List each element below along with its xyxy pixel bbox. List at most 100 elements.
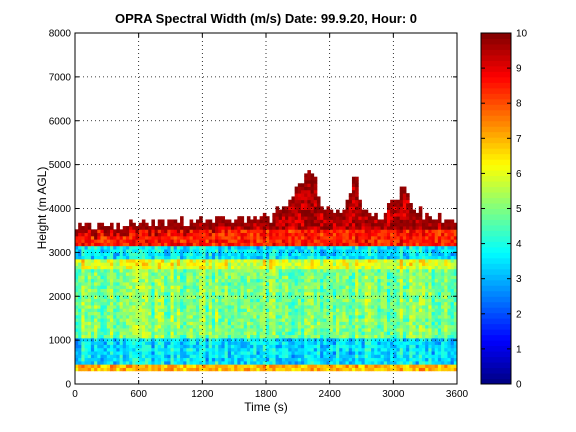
heatmap-cell xyxy=(122,275,127,280)
heatmap-cell xyxy=(129,337,133,342)
heatmap-cell xyxy=(237,281,241,286)
heatmap-cell xyxy=(345,281,350,286)
heatmap-cell xyxy=(259,262,264,266)
heatmap-cell xyxy=(129,314,133,319)
heatmap-cell xyxy=(402,291,407,296)
heatmap-cell xyxy=(151,252,155,257)
heatmap-cell xyxy=(326,232,331,237)
heatmap-cell xyxy=(390,212,394,217)
heatmap-cell xyxy=(329,255,334,260)
heatmap-cell xyxy=(250,318,254,322)
heatmap-cell xyxy=(141,321,146,326)
heatmap-cell xyxy=(221,258,226,263)
heatmap-cell xyxy=(342,272,346,276)
heatmap-cell xyxy=(396,252,401,257)
heatmap-cell xyxy=(141,281,146,286)
heatmap-cell xyxy=(110,360,114,365)
heatmap-cell xyxy=(355,321,359,326)
heatmap-cell xyxy=(291,364,296,368)
heatmap-cell xyxy=(383,321,388,326)
heatmap-cell xyxy=(332,272,337,276)
heatmap-cell xyxy=(113,262,117,266)
heatmap-cell xyxy=(180,337,184,342)
heatmap-cell xyxy=(90,328,95,332)
heatmap-cell xyxy=(116,298,120,303)
heatmap-cell xyxy=(215,252,219,257)
heatmap-cell xyxy=(141,232,146,237)
heatmap-cell xyxy=(399,367,404,372)
heatmap-cell xyxy=(383,305,388,309)
heatmap-cell xyxy=(78,252,82,257)
heatmap-cell xyxy=(291,308,296,313)
heatmap-cell xyxy=(154,232,159,237)
heatmap-cell xyxy=(237,328,241,332)
heatmap-cell xyxy=(307,324,311,329)
heatmap-cell xyxy=(358,331,362,336)
heatmap-cell xyxy=(259,357,264,362)
heatmap-cell xyxy=(224,337,229,342)
heatmap-cell xyxy=(119,324,124,329)
heatmap-cell xyxy=(100,285,105,289)
heatmap-cell xyxy=(361,209,366,214)
heatmap-cell xyxy=(122,318,127,322)
heatmap-cell xyxy=(173,360,178,365)
heatmap-cell xyxy=(189,334,194,339)
heatmap-cell xyxy=(301,226,305,230)
heatmap-cell xyxy=(297,285,302,289)
heatmap-cell xyxy=(351,337,356,342)
heatmap-cell xyxy=(390,321,394,326)
heatmap-cell xyxy=(259,258,264,263)
heatmap-cell xyxy=(316,354,321,359)
heatmap-cell xyxy=(195,229,200,234)
heatmap-cell xyxy=(390,232,394,237)
heatmap-cell xyxy=(336,354,340,359)
heatmap-cell xyxy=(167,255,171,260)
heatmap-cell xyxy=(215,321,219,326)
heatmap-cell xyxy=(256,242,261,247)
heatmap-cell xyxy=(310,334,315,339)
heatmap-cell xyxy=(125,367,130,372)
heatmap-cell xyxy=(320,351,324,355)
heatmap-cell xyxy=(90,301,95,306)
heatmap-cell xyxy=(78,295,82,299)
heatmap-cell xyxy=(390,328,394,332)
heatmap-cell xyxy=(291,288,296,293)
heatmap-cell xyxy=(371,252,375,257)
heatmap-cell xyxy=(358,226,362,230)
heatmap-cell xyxy=(195,367,200,372)
heatmap-cell xyxy=(269,245,273,250)
heatmap-cell xyxy=(374,295,378,299)
heatmap-cell xyxy=(87,314,92,319)
heatmap-cell xyxy=(157,298,162,303)
heatmap-cell xyxy=(386,203,391,207)
heatmap-cell xyxy=(164,275,168,280)
heatmap-cell xyxy=(313,351,318,355)
heatmap-cell xyxy=(113,298,117,303)
heatmap-cell xyxy=(164,367,168,372)
heatmap-cell xyxy=(266,351,270,355)
heatmap-cell xyxy=(297,262,302,266)
heatmap-cell xyxy=(164,235,168,240)
heatmap-cell xyxy=(125,278,130,283)
heatmap-cell xyxy=(288,357,292,362)
heatmap-cell xyxy=(75,301,79,306)
heatmap-cell xyxy=(160,291,165,296)
heatmap-cell xyxy=(348,344,353,349)
heatmap-cell xyxy=(259,235,264,240)
heatmap-cell xyxy=(364,308,369,313)
heatmap-cell xyxy=(202,337,206,342)
heatmap-cell xyxy=(272,222,276,227)
heatmap-cell xyxy=(304,176,308,181)
heatmap-cell xyxy=(94,364,98,368)
heatmap-cell xyxy=(224,278,229,283)
heatmap-cell xyxy=(275,305,280,309)
heatmap-cell xyxy=(157,232,162,237)
heatmap-cell xyxy=(132,354,136,359)
heatmap-cell xyxy=(189,341,194,345)
heatmap-cell xyxy=(192,318,197,322)
heatmap-cell xyxy=(294,206,299,210)
heatmap-cell xyxy=(205,275,210,280)
heatmap-cell xyxy=(320,212,324,217)
heatmap-cell xyxy=(205,262,210,266)
heatmap-cell xyxy=(170,324,175,329)
